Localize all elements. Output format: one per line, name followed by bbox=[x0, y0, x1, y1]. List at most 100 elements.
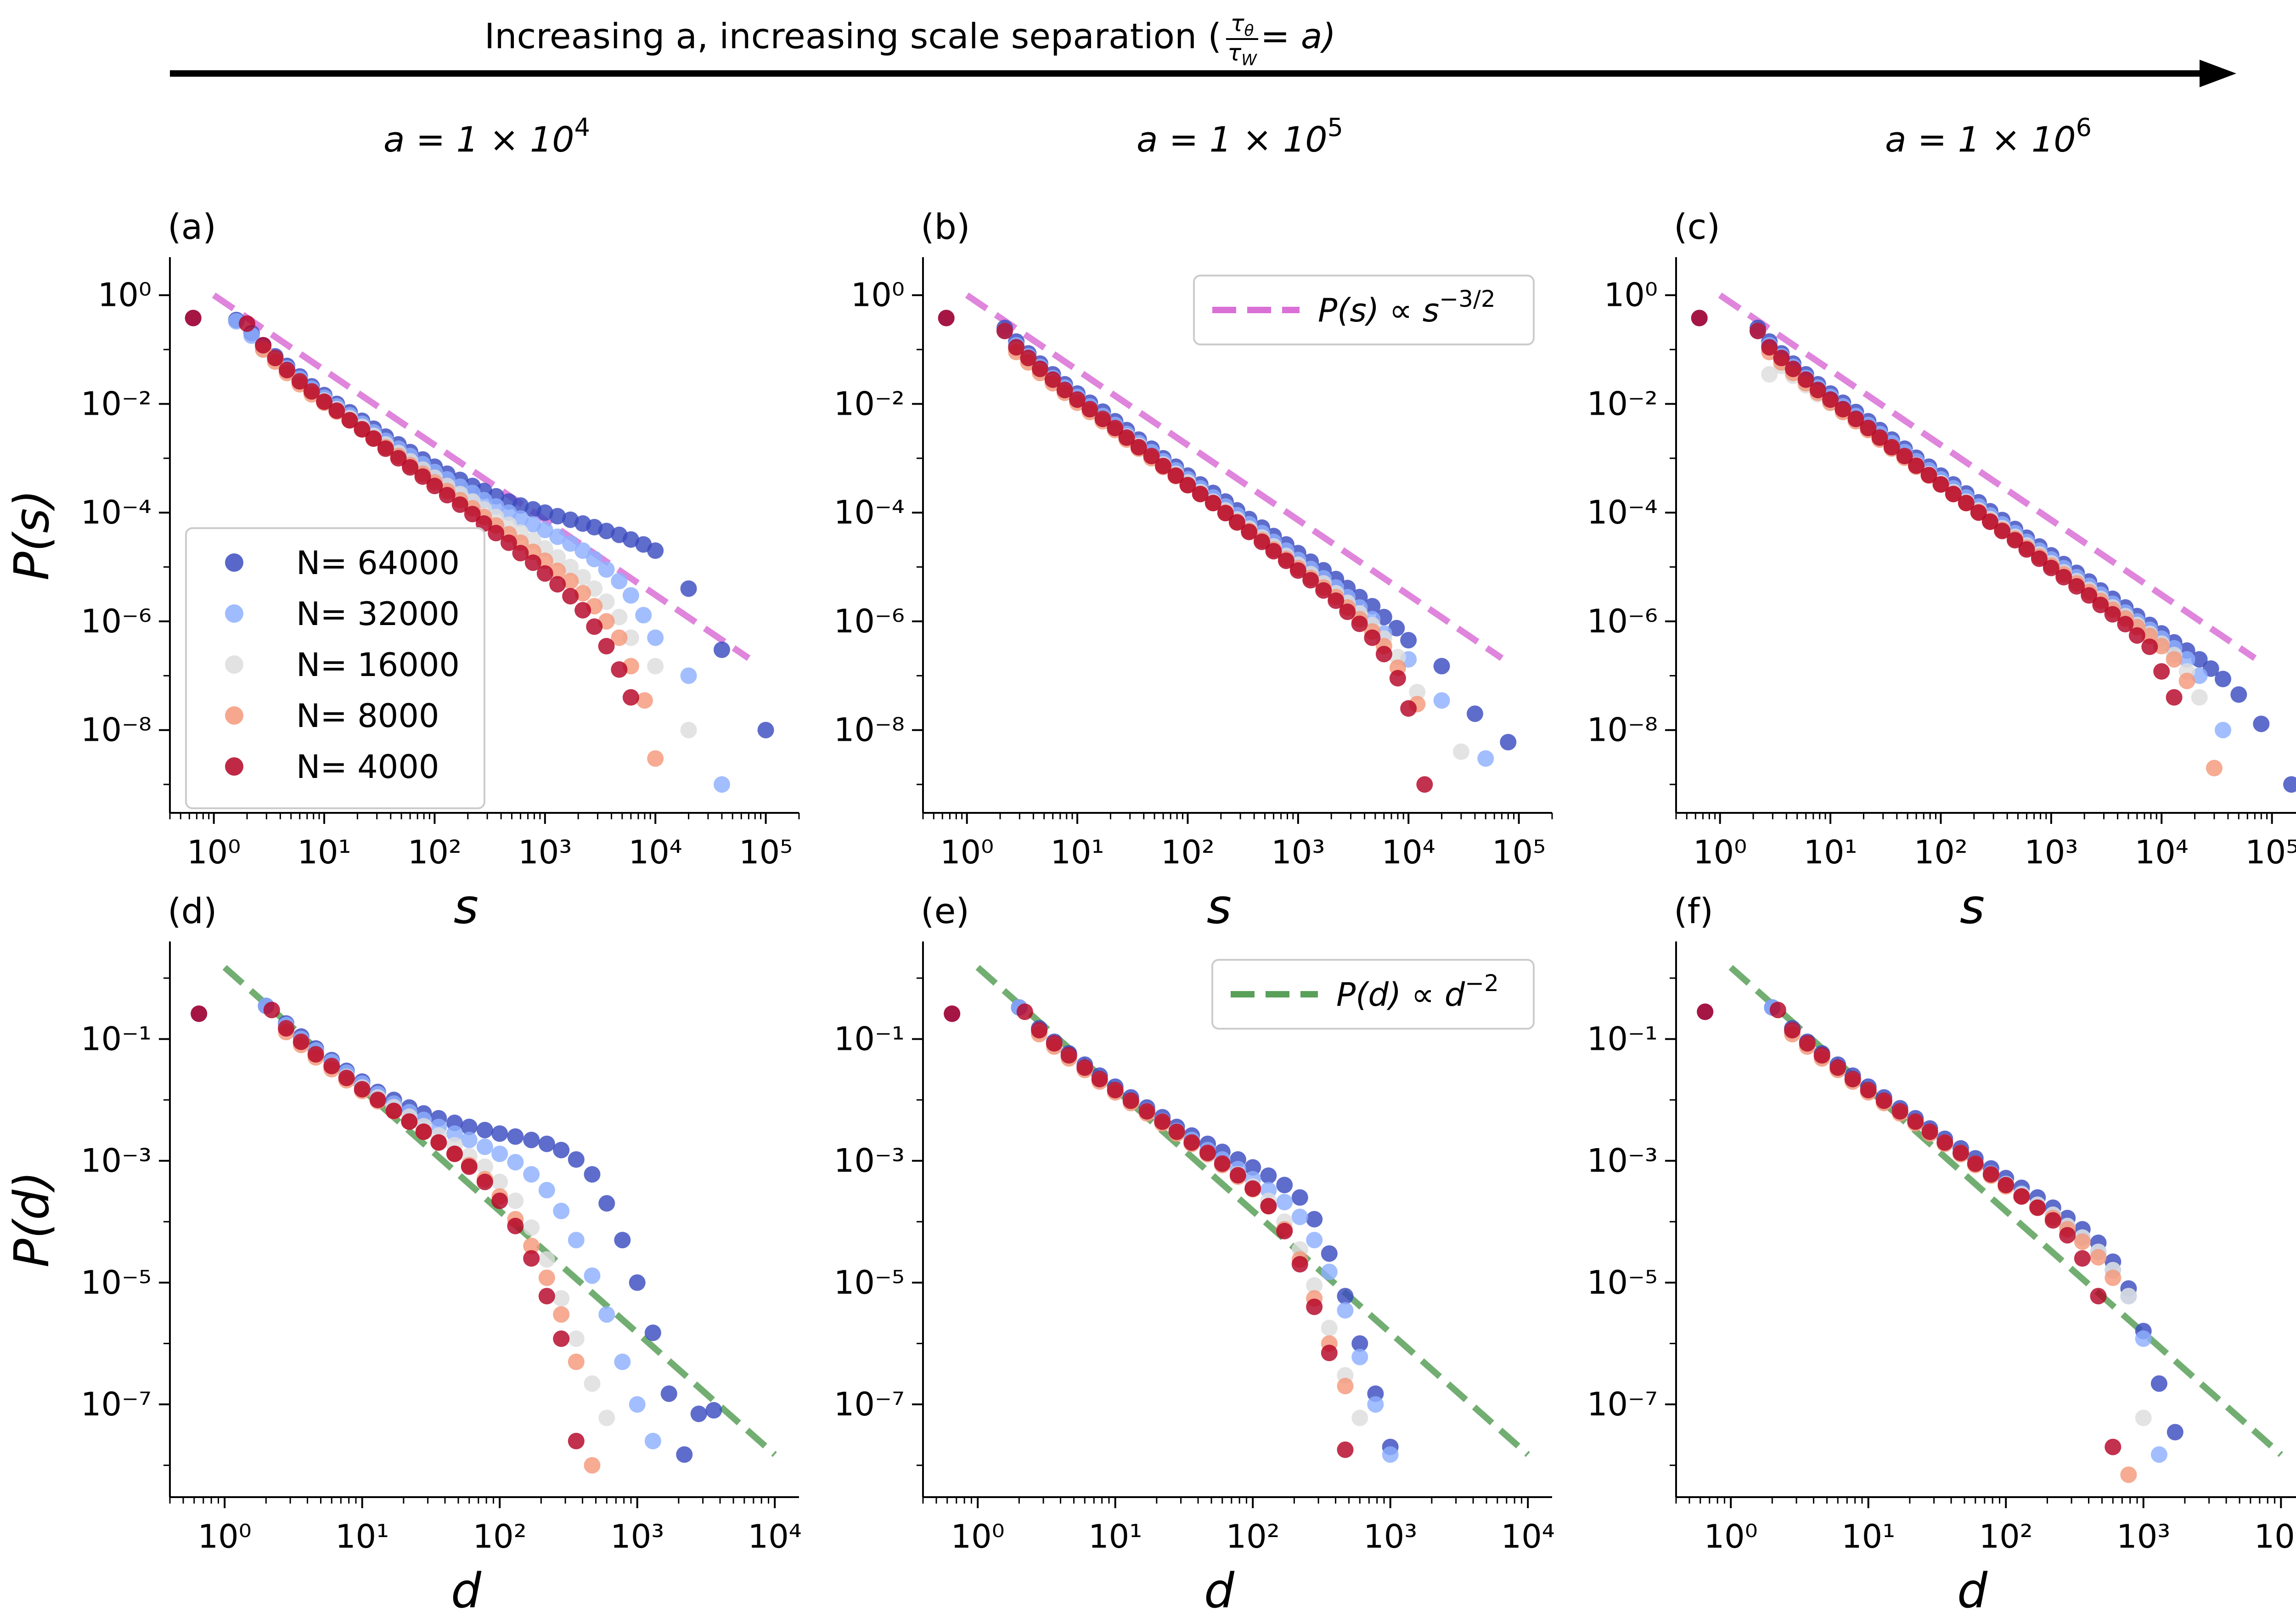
data-point bbox=[1799, 1035, 1816, 1052]
x-axis-label: d bbox=[1957, 1563, 1988, 1617]
y-tick-label: 10⁻⁶ bbox=[834, 603, 905, 640]
data-point bbox=[451, 496, 468, 513]
data-point bbox=[1697, 1003, 1714, 1020]
x-tick-label: 10⁵ bbox=[2245, 834, 2296, 871]
data-point bbox=[574, 602, 591, 619]
data-point bbox=[622, 629, 639, 646]
data-point bbox=[1044, 371, 1061, 388]
x-tick-label: 10⁵ bbox=[1492, 834, 1546, 871]
data-point bbox=[1337, 1302, 1354, 1319]
fit-legend-s-label: P(s) ∝ s−3/2 bbox=[1318, 286, 1496, 329]
column-header-3: a = 1 × 106 bbox=[1885, 113, 2092, 160]
y-tick-label: 10⁻³ bbox=[834, 1142, 905, 1180]
data-point bbox=[1276, 1177, 1293, 1194]
data-point bbox=[341, 412, 358, 429]
data-point bbox=[1691, 310, 1708, 327]
panel-d: (d) 10⁰ 10¹ 10² 10³ 10⁴ 10⁻¹ 10⁻³ 10⁻⁵ 10⁻⁷ d P(d) bbox=[4, 890, 802, 1617]
data-point bbox=[279, 361, 295, 378]
y-tick-label: 10⁰ bbox=[851, 276, 905, 314]
data-point bbox=[1797, 371, 1814, 388]
data-point bbox=[1244, 1159, 1261, 1176]
data-point bbox=[549, 549, 566, 566]
data-point bbox=[1016, 1003, 1033, 1020]
data-point bbox=[2043, 559, 2060, 576]
data-point bbox=[2120, 1288, 2137, 1305]
fit-line-a bbox=[212, 292, 751, 661]
data-point bbox=[2055, 569, 2072, 586]
data-point bbox=[476, 1121, 493, 1138]
data-point bbox=[647, 629, 664, 646]
data-point bbox=[1056, 382, 1073, 399]
data-point bbox=[476, 1173, 493, 1190]
data-point bbox=[1891, 1103, 1908, 1120]
arrow-frac-denominator: τW bbox=[1227, 39, 1257, 69]
series-d-4 bbox=[191, 1002, 585, 1449]
data-point bbox=[1337, 1288, 1354, 1305]
data-point bbox=[2081, 587, 2098, 604]
data-point bbox=[1289, 562, 1306, 579]
series-e-1 bbox=[1011, 999, 1399, 1463]
data-point bbox=[491, 1125, 508, 1142]
data-point bbox=[1321, 1245, 1338, 1262]
data-point bbox=[1416, 776, 1433, 793]
data-point bbox=[461, 1118, 478, 1135]
data-point bbox=[488, 524, 505, 541]
data-point bbox=[2013, 1188, 2030, 1205]
data-point bbox=[938, 310, 955, 327]
data-point bbox=[538, 1251, 555, 1268]
data-point bbox=[1031, 1022, 1048, 1039]
arrow-caption: Increasing a, increasing scale separatio… bbox=[484, 16, 1221, 56]
x-tick-label: 10³ bbox=[2024, 834, 2078, 871]
data-point bbox=[1107, 1082, 1124, 1099]
data-point bbox=[1321, 1345, 1338, 1361]
series-f-1 bbox=[1764, 999, 2167, 1463]
data-point bbox=[538, 1182, 555, 1199]
data-point bbox=[568, 1353, 585, 1370]
data-point bbox=[2191, 651, 2208, 668]
data-point bbox=[562, 558, 579, 575]
data-point bbox=[1107, 420, 1124, 436]
y-tick-label: 10⁻⁵ bbox=[81, 1264, 152, 1301]
x-tick-label: 10⁰ bbox=[187, 834, 241, 871]
data-point bbox=[2150, 1375, 2167, 1392]
data-point bbox=[584, 1457, 601, 1474]
data-point bbox=[1958, 495, 1975, 512]
series-e-0 bbox=[944, 999, 1399, 1455]
data-point bbox=[1167, 467, 1184, 484]
data-point bbox=[430, 1134, 447, 1151]
legend-frame bbox=[185, 527, 485, 809]
data-point bbox=[757, 721, 774, 738]
data-point bbox=[491, 1192, 508, 1209]
data-point bbox=[316, 393, 333, 410]
data-point bbox=[307, 1046, 324, 1063]
data-point bbox=[598, 1409, 615, 1426]
data-point bbox=[402, 459, 419, 476]
data-point bbox=[574, 569, 591, 586]
data-point bbox=[523, 1219, 540, 1236]
data-point bbox=[1351, 1335, 1368, 1352]
data-point bbox=[1750, 322, 1766, 339]
data-point bbox=[2128, 627, 2145, 644]
data-point bbox=[1860, 1082, 1877, 1099]
data-point bbox=[1883, 439, 1900, 456]
fit-legend-s-frame bbox=[1193, 275, 1535, 345]
data-point bbox=[2230, 686, 2247, 703]
series-e-4 bbox=[944, 1003, 1354, 1458]
data-point bbox=[549, 508, 566, 524]
data-point bbox=[1936, 1134, 1953, 1151]
data-point bbox=[1351, 1409, 1368, 1426]
series-f-4 bbox=[1697, 1002, 2122, 1455]
y-axis-label: P(d) bbox=[4, 1171, 60, 1268]
data-point bbox=[611, 629, 628, 646]
data-point bbox=[501, 534, 517, 551]
data-point bbox=[476, 1158, 493, 1175]
data-point bbox=[1143, 448, 1160, 464]
data-point bbox=[2206, 760, 2223, 777]
y-tick-label: 10⁻⁷ bbox=[81, 1386, 152, 1423]
data-point bbox=[1382, 1446, 1399, 1463]
data-point bbox=[185, 310, 202, 327]
data-point bbox=[705, 1402, 722, 1419]
data-point bbox=[690, 1405, 707, 1422]
column-headers: a = 1 × 104 a = 1 × 105 a = 1 × 106 bbox=[383, 113, 2092, 160]
